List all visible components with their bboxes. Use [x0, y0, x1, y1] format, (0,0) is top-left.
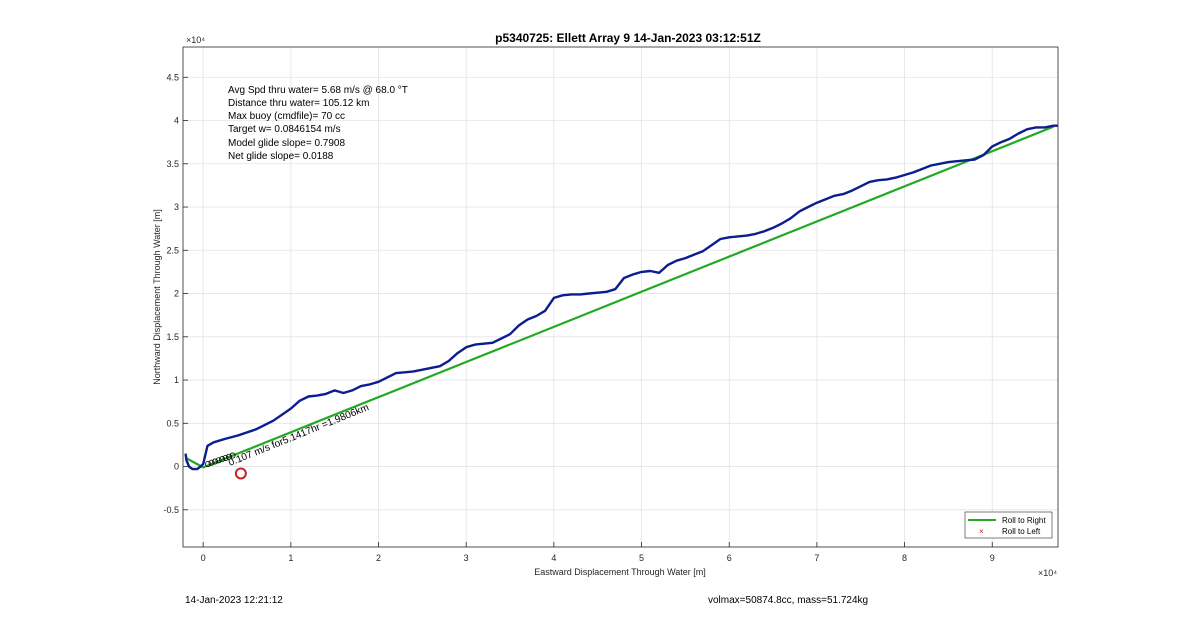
- annotation-block: Avg Spd thru water= 5.68 m/s @ 68.0 °T D…: [228, 85, 408, 162]
- marker-cluster-point: [226, 453, 233, 460]
- x-tick-label: 7: [814, 553, 819, 563]
- x-exponent-label: ×10⁴: [1038, 568, 1057, 578]
- y-exponent-label: ×10⁴: [186, 35, 205, 45]
- annotation-model-glide: Model glide slope= 0.7908: [228, 138, 345, 149]
- ticks: 0 1 2 3 4 5 6 7 8 9 -0.5 0 0.5 1 1.5 2 2.5 3 3.5 4 4.5: [163, 72, 994, 563]
- x-tick-label: 6: [727, 553, 732, 563]
- footer-timestamp: 14-Jan-2023 12:21:12: [185, 595, 283, 606]
- x-tick-label: 0: [201, 553, 206, 563]
- y-tick-label: -0.5: [163, 505, 179, 515]
- marker-cluster-point: [222, 454, 229, 461]
- y-tick-label: 4.5: [166, 72, 179, 82]
- footer-vehicle-stats: volmax=50874.8cc, mass=51.724kg: [708, 595, 869, 606]
- y-tick-label: 1.5: [166, 332, 179, 342]
- legend-box: [964, 511, 1053, 539]
- y-tick-label: 3: [174, 202, 179, 212]
- x-tick-label: 3: [464, 553, 469, 563]
- annotation-max-buoy: Max buoy (cmdfile)= 70 cc: [228, 111, 345, 122]
- series-line-track: [184, 124, 1058, 471]
- y-tick-label: 4: [174, 116, 179, 126]
- series-line-fit: [185, 125, 1055, 469]
- y-axis-label: Northward Displacement Through Water [m]: [152, 209, 162, 385]
- plot-area: [183, 47, 1058, 547]
- marker-cluster-point: [219, 456, 226, 463]
- y-tick-label: 2.5: [166, 245, 179, 255]
- marker-cluster-point: [229, 452, 236, 459]
- x-tick-label: 2: [376, 553, 381, 563]
- y-tick-label: 2: [174, 289, 179, 299]
- x-axis-label: Eastward Displacement Through Water [m]: [534, 567, 706, 577]
- x-tick-label: 9: [990, 553, 995, 563]
- marker-circle: [234, 467, 247, 480]
- annotation-net-glide: Net glide slope= 0.0188: [228, 151, 334, 162]
- legend-marker-roll-left: ×: [979, 527, 984, 536]
- y-tick-label: 3.5: [166, 159, 179, 169]
- x-tick-label: 1: [288, 553, 293, 563]
- annotation-distance: Distance thru water= 105.12 km: [228, 98, 369, 109]
- marker-cluster-point: [208, 459, 215, 466]
- x-tick-label: 8: [902, 553, 907, 563]
- annotation-avg-speed: Avg Spd thru water= 5.68 m/s @ 68.0 °T: [228, 85, 408, 96]
- annotation-target-w: Target w= 0.0846154 m/s: [228, 124, 341, 135]
- axes-box: [182, 46, 1059, 548]
- y-tick-label: 0.5: [166, 418, 179, 428]
- chart-title: p5340725: Ellett Array 9 14-Jan-2023 03:…: [495, 31, 761, 45]
- x-tick-label: 5: [639, 553, 644, 563]
- y-tick-label: 0: [174, 462, 179, 472]
- x-tick-label: 4: [551, 553, 556, 563]
- marker-cluster-point: [215, 457, 222, 464]
- y-tick-label: 1: [174, 375, 179, 385]
- legend: Roll to Right × Roll to Left: [964, 511, 1053, 539]
- series-layer: [184, 124, 1058, 480]
- legend-label-roll-left: Roll to Left: [1002, 527, 1041, 536]
- grid: [183, 47, 1058, 547]
- marker-cluster-point: [212, 458, 219, 465]
- legend-label-roll-right: Roll to Right: [1002, 516, 1046, 525]
- marker-cluster-point: [205, 460, 212, 467]
